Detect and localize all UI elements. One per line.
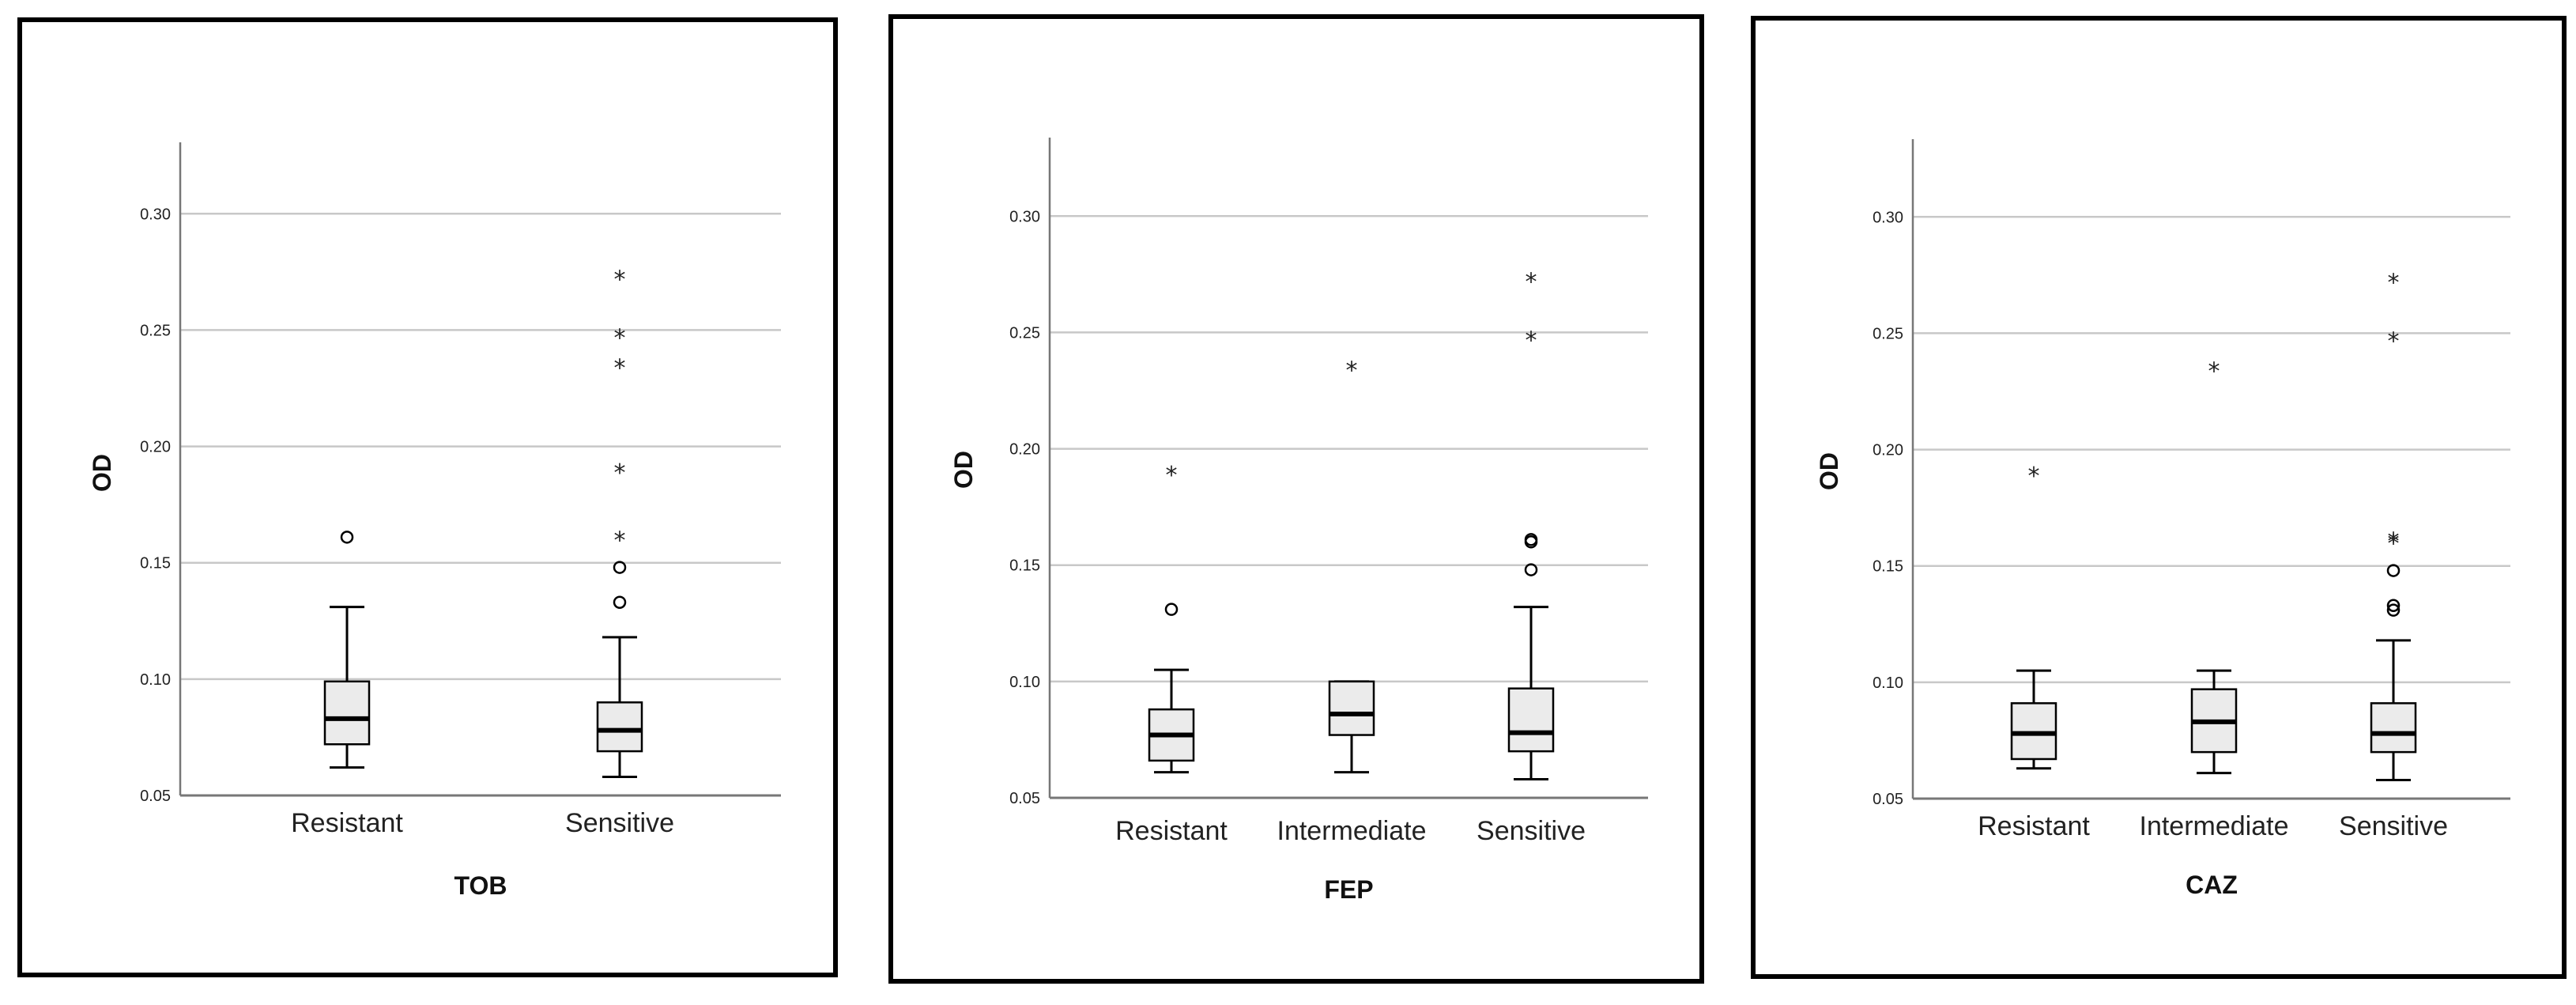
- tob-category-label-resistant: Resistant: [291, 808, 403, 838]
- fep-outlier-star-intermediate: *: [1346, 357, 1358, 385]
- fep-box-sensitive: **: [1507, 269, 1555, 780]
- fep-y-tick-label: 0.15: [1009, 557, 1040, 575]
- caz-outlier-star-sensitive: *: [2388, 327, 2400, 355]
- fep-iqr-box-intermediate: [1328, 680, 1375, 736]
- tob-y-tick-label: 0.30: [140, 206, 171, 223]
- caz-y-axis-title: OD: [1815, 452, 1843, 490]
- boxplot-caz: 0.05 0.10 0.15 0.20 0.25 0.30 * Resistant * Inter…: [1815, 139, 2510, 899]
- caz-outlier-star-intermediate: *: [2208, 358, 2220, 386]
- tob-y-tick-label: 0.20: [140, 439, 171, 456]
- tob-outlier-star-sensitive: *: [614, 459, 626, 487]
- caz-y-tick-label: 0.25: [1873, 325, 1903, 342]
- tob-iqr-box-sensitive: [596, 701, 643, 753]
- tob-box-sensitive: * * * * *: [596, 266, 643, 778]
- fep-iqr-box-sensitive: [1507, 687, 1555, 753]
- caz-outlier-star-sensitive: *: [2388, 530, 2400, 557]
- tob-y-tick-label: 0.10: [140, 671, 171, 689]
- tob-y-tick-label: 0.25: [140, 322, 171, 339]
- fep-y-tick-label: 0.30: [1009, 208, 1040, 225]
- fep-category-label-intermediate: Intermediate: [1277, 816, 1427, 846]
- tob-y-axis-title: OD: [88, 454, 116, 492]
- tob-iqr-box-resistant: [323, 680, 371, 746]
- tob-outlier-star-sensitive: *: [614, 324, 626, 352]
- fep-x-axis-title: FEP: [1324, 875, 1373, 904]
- caz-box-intermediate: *: [2190, 358, 2238, 775]
- caz-y-tick-label: 0.10: [1873, 674, 1903, 692]
- fep-y-axis-title: OD: [949, 451, 978, 489]
- tob-category-label-sensitive: Sensitive: [565, 808, 674, 838]
- tob-outlier-star-sensitive: *: [614, 527, 626, 554]
- chart-panel-fep: 0.05 0.10 0.15 0.20 0.25 0.30 * Resistant * Inter…: [888, 14, 1704, 984]
- tob-y-tick-label: 0.05: [140, 788, 171, 805]
- caz-category-label-intermediate: Intermediate: [2140, 811, 2289, 841]
- tob-outlier-circle-sensitive: [613, 561, 627, 574]
- caz-outlier-circle-sensitive: [2386, 603, 2401, 617]
- fep-box-intermediate: *: [1328, 357, 1375, 774]
- tob-outlier-circle-resistant: [340, 531, 354, 544]
- fep-y-tick-label: 0.10: [1009, 674, 1040, 691]
- fep-outlier-circle-sensitive: [1524, 563, 1538, 576]
- caz-y-tick-label: 0.20: [1873, 442, 1903, 459]
- caz-box-sensitive: ****: [2370, 270, 2417, 781]
- caz-category-label-sensitive: Sensitive: [2339, 811, 2448, 841]
- caz-outlier-circle-sensitive: [2386, 564, 2401, 577]
- tob-box-resistant: [323, 531, 371, 769]
- caz-outlier-star-sensitive: *: [2388, 527, 2400, 555]
- fep-outlier-circle-sensitive: [1524, 533, 1538, 546]
- caz-y-tick-label: 0.05: [1873, 791, 1903, 808]
- tob-outlier-star-sensitive: *: [614, 355, 626, 383]
- chart-panel-tob: 0.05 0.10 0.15 0.20 0.25 0.30 Resistant * * * * * Se…: [17, 17, 838, 977]
- caz-category-label-resistant: Resistant: [1978, 811, 2090, 841]
- fep-outlier-star-sensitive: *: [1526, 269, 1537, 297]
- caz-y-tick-label: 0.15: [1873, 558, 1903, 576]
- tob-y-tick-label: 0.15: [140, 555, 171, 572]
- chart-panel-caz: 0.05 0.10 0.15 0.20 0.25 0.30 * Resistant * Inter…: [1751, 16, 2567, 979]
- fep-y-tick-label: 0.20: [1009, 441, 1040, 459]
- caz-outlier-circle-sensitive: [2386, 599, 2401, 612]
- fep-y-tick-label: 0.25: [1009, 324, 1040, 342]
- tob-outlier-star-sensitive: *: [614, 266, 626, 294]
- caz-outlier-star-resistant: *: [2028, 463, 2040, 490]
- caz-box-resistant: *: [2010, 463, 2057, 770]
- fep-outlier-circle-resistant: [1164, 603, 1179, 616]
- fep-category-label-sensitive: Sensitive: [1477, 816, 1586, 846]
- boxplot-tob: 0.05 0.10 0.15 0.20 0.25 0.30 Resistant * * * * * Se…: [88, 142, 781, 900]
- caz-iqr-box-sensitive: [2370, 702, 2417, 754]
- fep-y-tick-label: 0.05: [1009, 790, 1040, 807]
- fep-outlier-star-resistant: *: [1166, 462, 1178, 489]
- caz-y-tick-label: 0.30: [1873, 209, 1903, 226]
- caz-outlier-star-sensitive: *: [2388, 270, 2400, 297]
- fep-box-resistant: *: [1148, 462, 1195, 774]
- tob-outlier-circle-sensitive: [613, 595, 627, 609]
- fep-category-label-resistant: Resistant: [1115, 816, 1228, 846]
- fep-outlier-star-sensitive: *: [1526, 327, 1537, 354]
- caz-x-axis-title: CAZ: [2186, 871, 2238, 899]
- boxplot-fep: 0.05 0.10 0.15 0.20 0.25 0.30 * Resistant * Inter…: [949, 138, 1648, 904]
- tob-x-axis-title: TOB: [454, 871, 507, 900]
